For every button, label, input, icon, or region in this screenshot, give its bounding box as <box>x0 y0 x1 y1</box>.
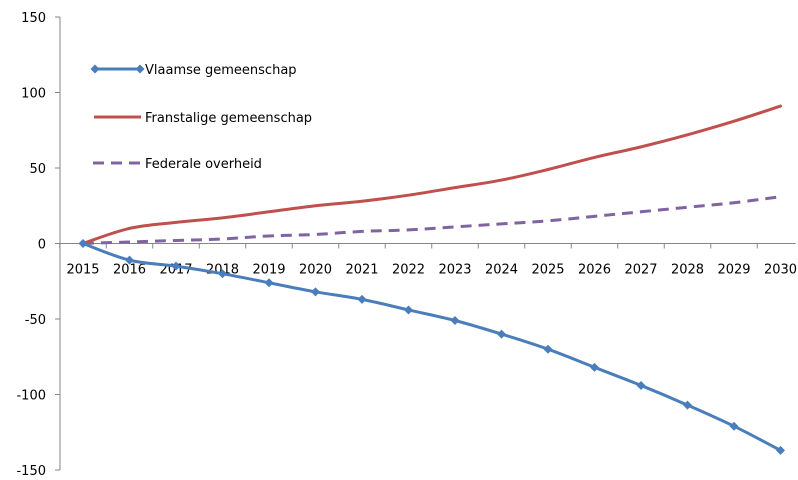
data-point <box>776 445 785 455</box>
data-point <box>497 329 506 339</box>
x-tick-label: 2015 <box>66 263 99 278</box>
x-tick-label: 2029 <box>717 263 750 278</box>
y-tick-label: 50 <box>29 162 46 177</box>
series-line <box>82 195 781 245</box>
data-point <box>404 305 413 315</box>
x-tick-label: 2024 <box>485 263 518 278</box>
data-point <box>450 316 460 326</box>
x-tick-label: 2027 <box>624 263 657 278</box>
data-point <box>125 255 134 265</box>
y-tick-label: -50 <box>25 313 46 328</box>
x-tick-label: 2019 <box>252 263 285 278</box>
data-point <box>78 239 88 248</box>
series-line <box>81 242 782 452</box>
x-tick-label: 2022 <box>392 263 425 278</box>
legend-item-vlaamse-gemeenschap: Vlaamse gemeenschap <box>90 63 297 78</box>
chart-axes: 150100500-50-100-15020152016201720182019… <box>16 11 797 479</box>
y-tick-label: 0 <box>38 238 46 253</box>
legend-label: Franstalige gemeenschap <box>145 111 312 126</box>
series-layer <box>78 104 785 455</box>
legend-item-federale-overheid: Federale overheid <box>93 157 262 172</box>
legend-swatch-marker <box>90 64 100 74</box>
y-tick-label: 150 <box>21 11 46 26</box>
data-point <box>264 278 274 288</box>
data-point <box>636 380 646 390</box>
x-tick-label: 2021 <box>345 263 378 278</box>
series-federale-overheid <box>82 195 781 245</box>
data-point <box>171 261 181 271</box>
data-point <box>357 294 367 304</box>
series-franstalige-gemeenschap <box>81 104 782 245</box>
x-tick-label: 2020 <box>299 263 332 278</box>
data-point <box>311 287 320 297</box>
legend-swatch-marker <box>135 64 145 74</box>
y-tick-label: -150 <box>16 464 46 479</box>
legend-item-franstalige-gemeenschap: Franstalige gemeenschap <box>94 111 312 126</box>
x-tick-label: 2025 <box>531 263 564 278</box>
data-point <box>218 269 227 279</box>
legend-label: Vlaamse gemeenschap <box>145 63 297 78</box>
series-vlaamse-gemeenschap <box>78 239 785 455</box>
series-line <box>81 104 782 245</box>
x-tick-label: 2028 <box>671 263 704 278</box>
data-point <box>683 400 692 410</box>
legend: Vlaamse gemeenschap Franstalige gemeensch… <box>90 63 312 172</box>
x-tick-label: 2016 <box>113 263 146 278</box>
data-point <box>543 344 553 354</box>
legend-label: Federale overheid <box>145 157 262 172</box>
y-tick-label: -100 <box>16 389 46 404</box>
y-tick-label: 100 <box>21 87 46 102</box>
x-tick-label: 2030 <box>764 263 797 278</box>
data-point <box>590 362 599 372</box>
x-tick-label: 2023 <box>438 263 471 278</box>
data-point <box>729 421 739 431</box>
x-tick-label: 2026 <box>578 263 611 278</box>
